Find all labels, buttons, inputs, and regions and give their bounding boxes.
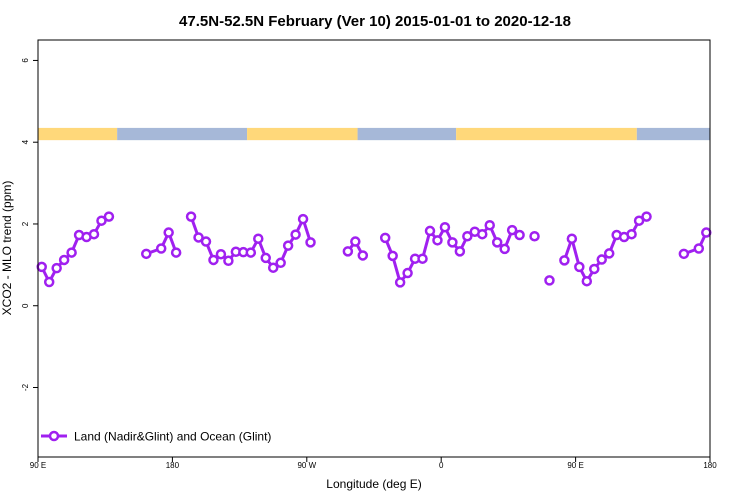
data-point [215,248,227,260]
data-point [51,262,62,274]
x-tick-label: 90 E [567,461,583,470]
data-point [589,263,600,275]
x-tick-label: 180 [166,461,180,470]
data-point [603,248,615,259]
data-point [432,235,443,246]
data-point [499,243,510,255]
data-point [514,229,525,241]
data-point [193,232,204,243]
data-point [484,219,495,231]
legend: Land (Nadir&Glint) and Ocean (Glint) [41,430,271,444]
data-point [529,230,540,242]
data-point [387,250,398,262]
data-point [439,221,451,233]
plot-frame [37,39,711,458]
data-point [170,247,182,258]
chart-title: 47.5N-52.5N February (Ver 10) 2015-01-01… [179,13,571,30]
data-point [163,227,174,238]
data-point [394,277,406,288]
x-tick-label: 90 E [30,461,46,470]
strip-segment-ocean [357,127,457,141]
strip-segment-land [247,127,358,141]
data-point [491,237,503,248]
strip-segment-land [38,127,118,141]
data-point [544,275,555,286]
data-point [596,254,607,265]
data-point [506,224,518,236]
data-point [641,211,652,222]
x-axis-label: Longitude (deg E) [326,477,421,491]
data-point [96,215,107,226]
data-point [462,230,473,242]
data-point [454,246,466,257]
data-point [297,213,309,225]
data-point [275,257,286,269]
data-point [200,236,212,247]
data-point [141,248,152,260]
data-point [350,236,361,247]
data-point [566,233,578,244]
data-point [43,276,55,288]
legend-marker-swatch [48,430,60,442]
data-point [693,243,705,254]
data-point [342,246,354,257]
data-point [245,247,257,258]
x-tick-label: 90 W [297,461,316,470]
y-tick-label: -2 [21,383,30,391]
data-point [103,211,115,222]
data-point [379,232,391,244]
data-point [282,240,294,251]
data-point [678,248,690,260]
data-point [260,252,271,264]
y-tick-label: 0 [21,303,30,308]
data-point [267,262,279,273]
data-point [88,228,100,240]
surface-strip [38,127,710,141]
y-tick-label: 6 [21,58,30,63]
legend-label: Land (Nadir&Glint) and Ocean (Glint) [74,430,271,444]
data-point [402,267,413,279]
data-point [559,255,570,266]
data-point [155,243,167,254]
data-point [701,227,712,238]
data-point [574,261,585,273]
y-tick-label: 4 [21,139,30,144]
data-point [66,247,77,258]
data-point [424,225,436,237]
data-point [36,261,47,273]
data-point [633,215,645,226]
data-point [253,233,264,244]
data-point [626,228,637,240]
data-point [208,254,219,266]
strip-segment-land [456,127,637,141]
strip-segment-ocean [117,127,248,141]
data-point [581,275,593,287]
data-point [447,237,458,248]
y-tick-label: 2 [21,221,30,226]
x-tick-label: 180 [703,461,717,470]
data-point [58,254,70,266]
data-point [185,211,197,222]
series-layer [36,211,712,288]
x-axis: 90 E 180 90 W 0 90 E 180 [30,457,717,470]
strip-segment-ocean [636,127,710,141]
y-axis-label: XCO2 - MLO trend (ppm) [0,181,14,316]
data-point [477,228,488,240]
x-tick-label: 0 [439,461,444,470]
data-point [305,237,316,248]
data-point [417,253,428,264]
y-axis: -2 0 2 4 6 [21,58,38,391]
data-point [290,229,301,240]
data-point [223,255,234,267]
data-point [357,250,369,261]
